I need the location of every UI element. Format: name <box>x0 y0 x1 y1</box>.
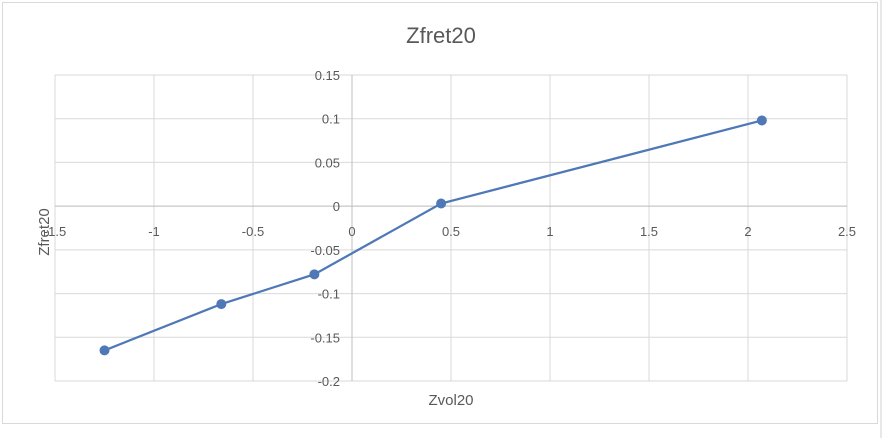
y-tick-label: 0 <box>333 199 340 214</box>
y-tick-label: 0.1 <box>322 112 340 127</box>
x-tick-label: -1 <box>148 224 160 239</box>
x-tick-label: 0.5 <box>442 224 460 239</box>
y-axis-label: Zfret20 <box>36 208 53 256</box>
sheet-edge <box>880 0 882 438</box>
chart-title: Zfret20 <box>406 23 476 48</box>
x-tick-label: 2.5 <box>838 224 856 239</box>
y-tick-label: -0.05 <box>310 243 340 258</box>
x-tick-label: 1.5 <box>640 224 658 239</box>
y-tick-label: 0.15 <box>315 68 340 83</box>
series-group <box>99 115 767 356</box>
y-tick-label: -0.2 <box>318 374 340 389</box>
data-point <box>216 299 227 310</box>
scatter-chart: -1.5 -1 -0.5 0 0.5 1 1.5 2 2.5 -0.2 -0.15 -0.1 -0.0… <box>36 23 856 409</box>
data-point <box>436 198 447 209</box>
x-tick-label: -0.5 <box>242 224 264 239</box>
x-tick-labels: -1.5 -1 -0.5 0 0.5 1 1.5 2 2.5 <box>44 224 856 239</box>
y-tick-labels: -0.2 -0.15 -0.1 -0.05 0 0.05 0.1 0.15 <box>310 68 340 389</box>
x-tick-label: 0 <box>348 224 355 239</box>
y-tick-label: 0.05 <box>315 155 340 170</box>
x-axis-label: Zvol20 <box>428 392 473 409</box>
series-line <box>104 119 763 352</box>
chart-area: -1.5 -1 -0.5 0 0.5 1 1.5 2 2.5 -0.2 -0.15 -0.1 -0.0… <box>2 2 878 424</box>
y-tick-label: -0.15 <box>310 330 340 345</box>
x-tick-label: 1 <box>546 224 553 239</box>
data-point <box>99 345 110 356</box>
x-tick-label: -1.5 <box>44 224 66 239</box>
y-tick-label: -0.1 <box>318 287 340 302</box>
data-point <box>756 115 767 126</box>
axes <box>55 75 847 381</box>
data-point <box>309 269 320 280</box>
x-tick-label: 2 <box>744 224 751 239</box>
